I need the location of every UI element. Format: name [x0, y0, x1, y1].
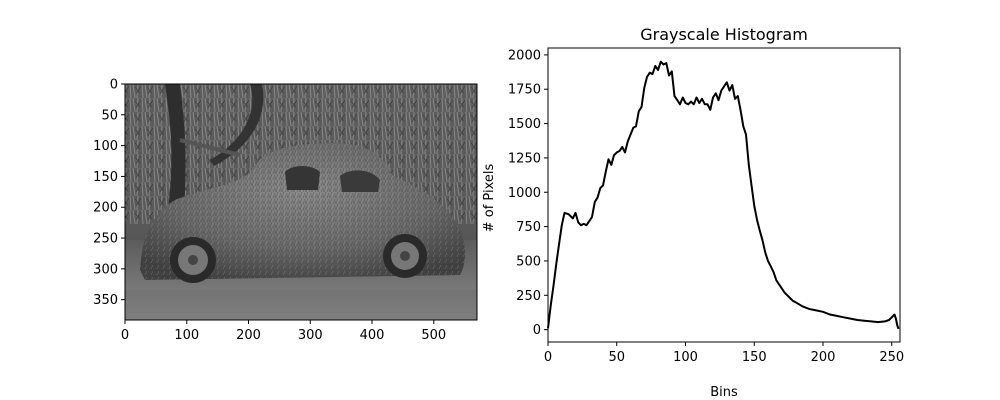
histogram-y-tick-label: 1750: [508, 83, 541, 98]
image-y-tick-label: 50: [101, 108, 118, 123]
histogram-y-tick-label: 2000: [508, 48, 541, 63]
histogram-y-tick-label: 1500: [508, 117, 541, 132]
plot-frame: [547, 47, 901, 343]
image-y-tick-label: 300: [93, 262, 118, 277]
histogram-series-line: [547, 60, 900, 330]
image-x-tick-label: 300: [298, 328, 323, 343]
histogram-x-tick-label: 0: [544, 350, 552, 365]
histogram-y-tick-label: 0: [533, 323, 541, 338]
histogram-y-tick-label: 500: [516, 254, 541, 269]
histogram-y-axis: 0 250 500 750 1000 1250 1500 1750 2000: [508, 48, 548, 338]
histogram-x-tick-label: 50: [608, 350, 625, 365]
wheel-right: [383, 234, 427, 278]
chart-title: Grayscale Histogram: [640, 25, 808, 44]
histogram-x-tick-label: 100: [673, 350, 698, 365]
histogram-x-tick-label: 150: [742, 350, 767, 365]
image-y-tick-label: 150: [93, 170, 118, 185]
histogram-y-tick-label: 750: [516, 220, 541, 235]
image-x-axis: 0 100 200 300 400 500: [121, 320, 446, 343]
x-axis-label: Bins: [710, 385, 738, 400]
image-x-tick-label: 200: [236, 328, 261, 343]
image-y-tick-label: 100: [93, 139, 118, 154]
histogram-x-tick-label: 200: [811, 350, 836, 365]
image-y-tick-label: 200: [93, 201, 118, 216]
image-y-tick-label: 0: [110, 78, 118, 93]
image-x-tick-label: 400: [360, 328, 385, 343]
histogram-x-axis: 0 50 100 150 200 250: [544, 342, 904, 365]
wheel-left: [170, 237, 216, 283]
histogram-y-tick-label: 1000: [508, 186, 541, 201]
y-axis-label: # of Pixels: [482, 164, 497, 233]
histogram-y-tick-label: 250: [516, 289, 541, 304]
histogram-x-tick-label: 250: [879, 350, 904, 365]
image-y-axis: 0 50 100 150 200 250 300 350: [93, 78, 125, 308]
image-x-tick-label: 500: [421, 328, 446, 343]
image-y-tick-label: 250: [93, 232, 118, 247]
histogram-y-tick-label: 1250: [508, 151, 541, 166]
image-panel: 0 100 200 300 400 500 0 50 100 150 200 250 300 350: [93, 78, 478, 343]
image-x-tick-label: 0: [121, 328, 129, 343]
image-y-tick-label: 350: [93, 293, 118, 308]
histogram-panel: Grayscale Histogram 0 50 100 150 200 250 0 250…: [482, 25, 904, 400]
photo: [125, 84, 477, 320]
image-frame: [124, 83, 478, 321]
image-x-tick-label: 100: [174, 328, 199, 343]
